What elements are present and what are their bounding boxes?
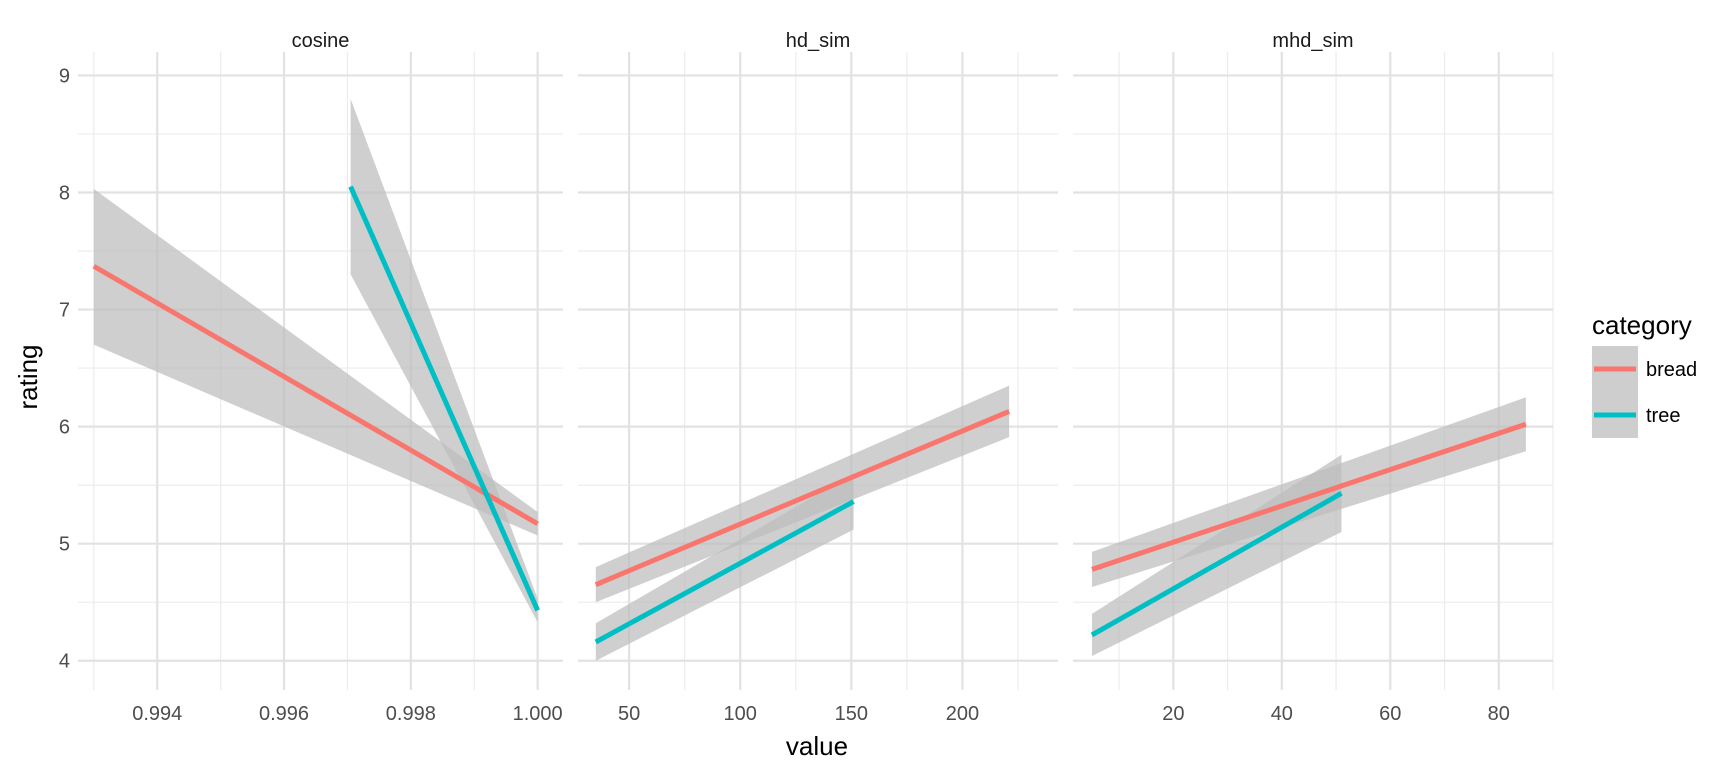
- y-tick-label: 8: [59, 182, 70, 204]
- fit-line-bread: [92, 264, 539, 526]
- y-tick-label: 4: [59, 651, 70, 673]
- x-axis-title: value: [786, 731, 848, 761]
- legend-label-tree: tree: [1646, 405, 1680, 427]
- confidence-band-bread: [93, 188, 538, 536]
- x-tick-label: 0.996: [259, 703, 309, 725]
- x-tick-label: 60: [1379, 703, 1401, 725]
- legend: category bread tree: [1592, 310, 1697, 438]
- fit-line-bread: [594, 409, 1011, 587]
- x-tick-label: 0.998: [386, 703, 436, 725]
- x-tick-label: 50: [618, 703, 640, 725]
- fit-line-bread: [1091, 421, 1527, 572]
- confidence-band-tree: [595, 473, 854, 661]
- x-tick-label: 200: [946, 703, 979, 725]
- fit-line-tree: [348, 185, 540, 612]
- y-tick-label: 7: [59, 300, 70, 322]
- panel-title: cosine: [292, 30, 350, 52]
- fit-line-tree: [1090, 491, 1343, 638]
- panel-title: hd_sim: [786, 30, 850, 52]
- panel-hd_sim: hd_sim 50 100 150 200: [578, 30, 1058, 725]
- legend-label-bread: bread: [1646, 359, 1697, 381]
- y-tick-label: 5: [59, 534, 70, 556]
- confidence-band-bread: [595, 385, 1010, 603]
- panel-cosine: cosine 0.994 0.996 0.998 1.000: [78, 30, 563, 725]
- fit-line-tree: [594, 499, 855, 645]
- x-tick-label: 100: [724, 703, 757, 725]
- y-tick-label: 6: [59, 417, 70, 439]
- y-tick-label: 9: [59, 65, 70, 87]
- legend-key-background: [1592, 346, 1638, 438]
- panels: cosine 0.994 0.996 0.998 1.000 hd_sim 50 100 150…: [78, 30, 1554, 725]
- x-tick-label: 1.000: [513, 703, 563, 725]
- y-axis: 4 5 6 7 8 9: [59, 65, 70, 672]
- panel-title: mhd_sim: [1272, 30, 1353, 52]
- y-axis-title: rating: [13, 344, 43, 409]
- x-tick-label: 80: [1488, 703, 1510, 725]
- x-tick-label: 20: [1162, 703, 1184, 725]
- x-tick-label: 150: [835, 703, 868, 725]
- confidence-band-tree: [350, 98, 538, 623]
- legend-title: category: [1592, 310, 1692, 340]
- x-tick-label: 0.994: [132, 703, 182, 725]
- x-tick-label: 40: [1271, 703, 1293, 725]
- panel-mhd_sim: mhd_sim 20 40 60 80: [1073, 30, 1554, 725]
